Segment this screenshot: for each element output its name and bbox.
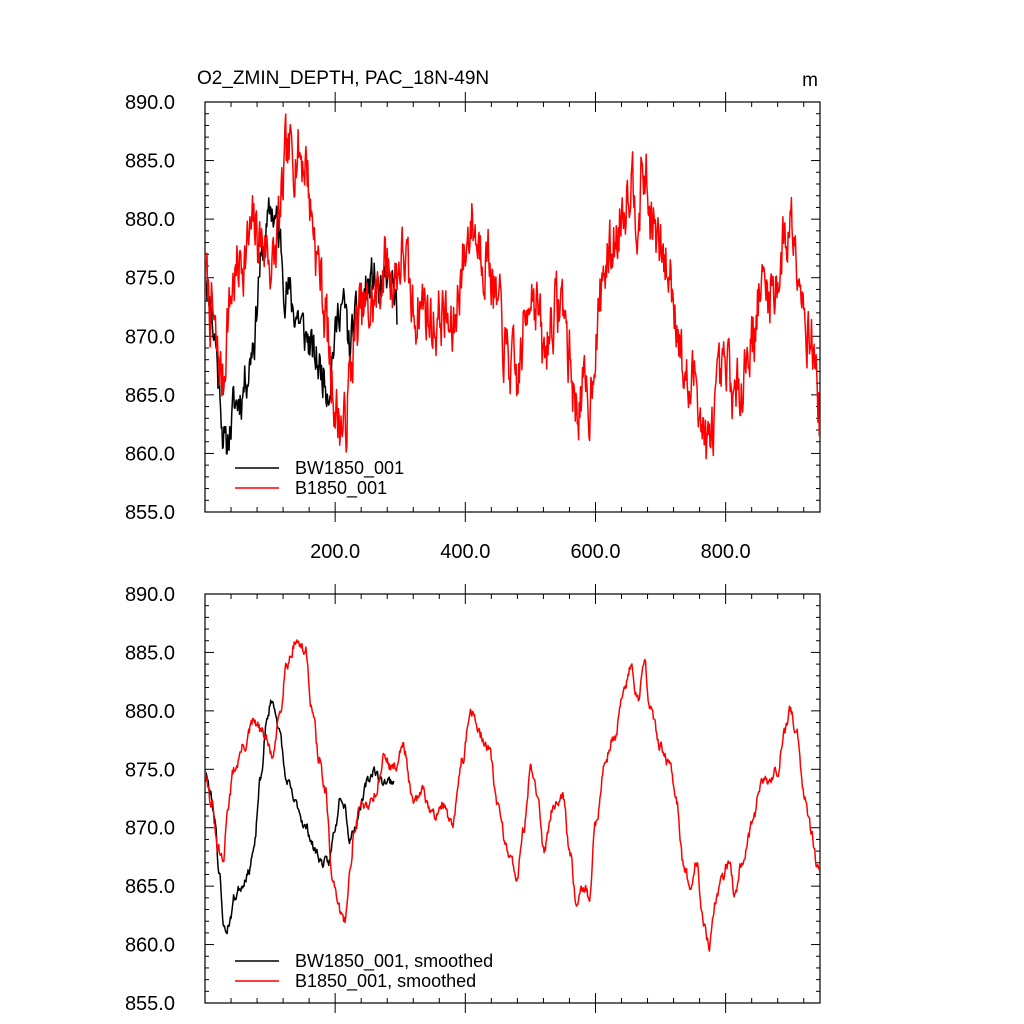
top-panel: 855.0 860.0 865.0 870.0 875.0 880.0 885.0 890.0…: [125, 68, 821, 563]
y-tick-label: 875.0: [125, 759, 175, 781]
y-tick-label: 865.0: [125, 385, 175, 407]
series-line-bw1850: [205, 699, 395, 935]
x-tick-label: 400.0: [440, 541, 490, 563]
legend-label: BW1850_001, smoothed: [295, 951, 493, 972]
y-tick-label: 855.0: [125, 993, 175, 1015]
plot-frame: [204, 593, 821, 1004]
legend-label: B1850_001: [295, 478, 387, 499]
y-tick-label: 885.0: [125, 151, 175, 173]
x-tick-label: 800.0: [701, 541, 751, 563]
y-tick-label: 890.0: [125, 92, 175, 114]
series-line-b1850: [205, 113, 820, 460]
x-tick-label: 200.0: [310, 541, 360, 563]
y-tick-label: 890.0: [125, 584, 175, 606]
legend-label: B1850_001, smoothed: [295, 971, 476, 992]
units-label: m: [802, 70, 818, 91]
x-tick-label: 600.0: [570, 541, 620, 563]
y-tick-label: 875.0: [125, 268, 175, 290]
y-tick-label: 885.0: [125, 642, 175, 664]
plot-frame: [204, 101, 821, 513]
series-line-b1850: [205, 639, 820, 952]
bottom-panel: 855.0 860.0 865.0 870.0 875.0 880.0 885.0 890.0…: [125, 584, 821, 1015]
y-tick-label: 870.0: [125, 326, 175, 348]
y-tick-label: 865.0: [125, 876, 175, 898]
y-tick-label: 860.0: [125, 935, 175, 957]
legend-label: BW1850_001: [295, 458, 404, 479]
y-tick-label: 880.0: [125, 209, 175, 231]
y-tick-label: 855.0: [125, 502, 175, 524]
y-tick-label: 860.0: [125, 443, 175, 465]
y-tick-label: 880.0: [125, 701, 175, 723]
y-tick-label: 870.0: [125, 818, 175, 840]
chart-title: O2_ZMIN_DEPTH, PAC_18N-49N: [197, 68, 489, 89]
